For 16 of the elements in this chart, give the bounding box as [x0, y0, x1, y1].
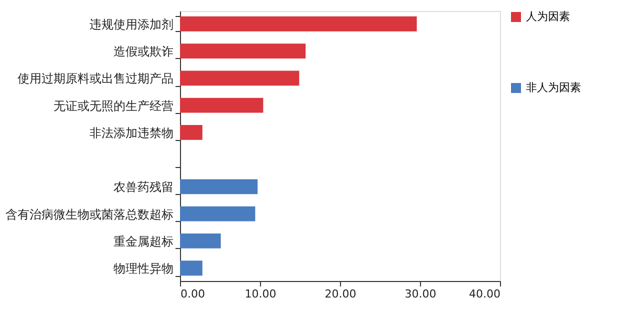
- y-tick-label: 含有治病微生物或菌落总数超标: [6, 207, 174, 222]
- y-tick-label: 无证或无照的生产经营: [54, 98, 174, 113]
- x-tick-label: 30.00: [404, 288, 436, 300]
- y-tick-label: 违规使用添加剂: [90, 17, 174, 32]
- y-tick-label: 重金属超标: [114, 234, 174, 248]
- y-tick-label: 使用过期原料或出售过期产品: [18, 72, 174, 86]
- x-tick-label: 0.00: [180, 288, 205, 300]
- y-tick-label: 物理性异物: [114, 262, 174, 276]
- x-tick-label: 10.00: [244, 288, 276, 300]
- y-tick-label: 造假或欺诈: [114, 44, 174, 59]
- x-tick-label: 40.00: [469, 288, 500, 300]
- legend-label: 非人为因素: [526, 81, 581, 94]
- legend-label: 人为因素: [526, 10, 570, 23]
- y-tick-label: 非法添加违禁物: [90, 126, 174, 140]
- x-tick-label: 20.00: [324, 288, 356, 300]
- y-tick-label: 农兽药残留: [114, 180, 174, 194]
